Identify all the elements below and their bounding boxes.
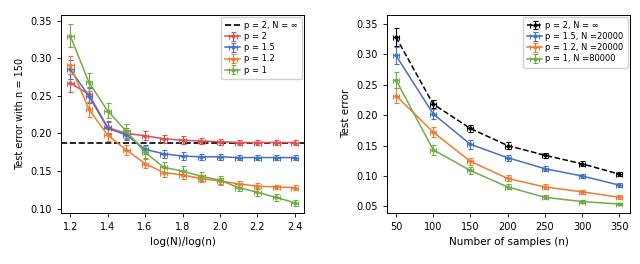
X-axis label: log(N)/log(n): log(N)/log(n) (150, 237, 216, 247)
X-axis label: Number of samples (n): Number of samples (n) (449, 237, 568, 247)
Legend: p = 2, N = ∞, p = 2, p = 1.5, p = 1.2, p = 1: p = 2, N = ∞, p = 2, p = 1.5, p = 1.2, p… (221, 17, 301, 79)
Y-axis label: Test error: Test error (340, 89, 351, 138)
Y-axis label: Test error with n = 150: Test error with n = 150 (15, 58, 24, 169)
Legend: p = 2, N = ∞, p = 1.5, N =20000, p = 1.2, N =20000, p = 1, N =80000: p = 2, N = ∞, p = 1.5, N =20000, p = 1.2… (523, 17, 628, 68)
